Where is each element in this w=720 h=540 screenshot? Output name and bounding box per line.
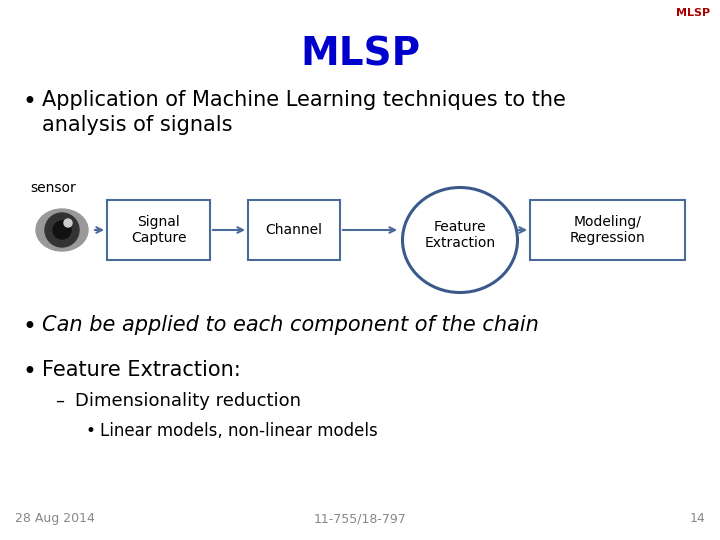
FancyBboxPatch shape [107,200,210,260]
FancyBboxPatch shape [248,200,340,260]
Text: Linear models, non-linear models: Linear models, non-linear models [100,422,378,440]
Text: MLSP: MLSP [676,8,710,18]
Text: •: • [22,360,36,384]
Ellipse shape [45,213,79,247]
Text: MLSP: MLSP [300,35,420,73]
Text: Feature
Extraction: Feature Extraction [424,220,495,250]
Text: •: • [85,422,95,440]
Text: Feature Extraction:: Feature Extraction: [42,360,240,380]
Ellipse shape [53,221,71,239]
Text: Signal
Capture: Signal Capture [131,215,186,245]
Ellipse shape [64,219,72,227]
Text: 14: 14 [689,512,705,525]
Text: •: • [22,315,36,339]
Text: Modeling/
Regression: Modeling/ Regression [570,215,645,245]
Text: •: • [22,90,36,114]
Text: –: – [55,392,64,410]
Ellipse shape [36,209,88,251]
Ellipse shape [402,187,518,293]
Text: analysis of signals: analysis of signals [42,115,233,135]
Text: sensor: sensor [30,181,76,195]
Text: 11-755/18-797: 11-755/18-797 [314,512,406,525]
Text: Application of Machine Learning techniques to the: Application of Machine Learning techniqu… [42,90,566,110]
Text: Can be applied to each component of the chain: Can be applied to each component of the … [42,315,539,335]
FancyBboxPatch shape [530,200,685,260]
Text: Dimensionality reduction: Dimensionality reduction [75,392,301,410]
Text: Channel: Channel [266,223,323,237]
Text: 28 Aug 2014: 28 Aug 2014 [15,512,95,525]
